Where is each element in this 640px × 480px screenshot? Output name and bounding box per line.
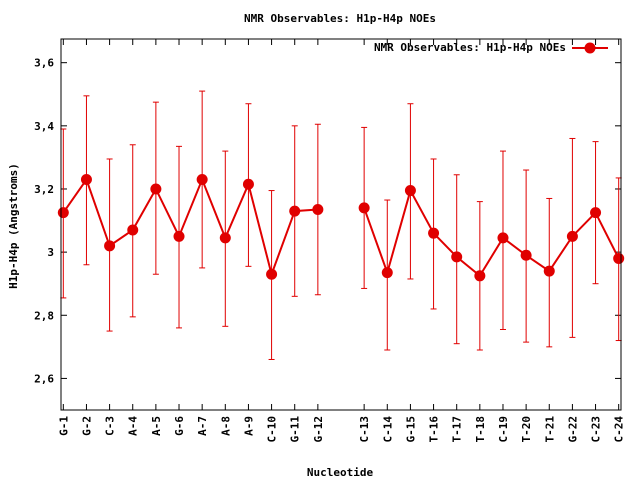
data-point-C-3: [104, 240, 116, 252]
data-point-A-4: [127, 224, 139, 236]
x-tick-label: C-10: [266, 416, 279, 443]
x-tick-label: T-21: [543, 416, 556, 443]
series-line-segment: [363, 187, 620, 278]
data-point-A-7: [196, 174, 208, 186]
data-point-C-10: [266, 268, 278, 280]
y-tick-label: 3,6: [34, 57, 54, 70]
legend: NMR Observables: H1p-H4p NOEs: [374, 41, 608, 54]
data-point-G-11: [289, 205, 301, 217]
x-tick-label: T-20: [520, 416, 533, 443]
data-point-T-20: [520, 249, 532, 261]
plot-frame: [60, 38, 622, 411]
x-tick-label: C-24: [613, 416, 626, 443]
data-point-T-17: [451, 251, 463, 263]
x-ticks: G-1 G-2 C-3 A-4 A-5 G-6 A-7 A-8 A-9 C-10 G-11 G-12 C…: [57, 39, 626, 443]
x-tick-label: A-7: [196, 416, 209, 436]
x-tick-label: C-3: [104, 416, 117, 436]
data-point-T-16: [428, 227, 440, 239]
x-tick-label: A-9: [242, 416, 255, 436]
data-point-A-8: [219, 232, 231, 244]
data-point-G-2: [80, 174, 92, 186]
data-point-C-24: [613, 252, 625, 264]
data-point-A-5: [150, 183, 162, 195]
y-tick-label: 2,8: [34, 309, 54, 322]
x-tick-label: A-4: [127, 416, 140, 436]
x-tick-label: T-16: [428, 416, 441, 443]
data-point-C-13: [358, 202, 370, 214]
legend-label: NMR Observables: H1p-H4p NOEs: [374, 41, 566, 54]
legend-marker: [584, 42, 596, 54]
x-tick-label: T-17: [451, 416, 464, 443]
data-point-A-9: [242, 178, 254, 190]
x-tick-label: C-19: [497, 416, 510, 443]
data-point-G-6: [173, 230, 185, 242]
data-point-G-12: [312, 204, 324, 216]
x-tick-label: G-12: [312, 416, 325, 443]
data-point-G-15: [404, 185, 416, 197]
x-axis-label: Nucleotide: [307, 466, 374, 479]
data-point-T-18: [474, 270, 486, 282]
y-tick-label: 2,6: [34, 372, 54, 385]
x-tick-label: A-5: [150, 416, 163, 436]
x-tick-label: G-11: [289, 416, 302, 443]
data-point-G-22: [566, 230, 578, 242]
x-tick-label: C-13: [358, 416, 371, 443]
y-tick-label: 3,2: [34, 183, 54, 196]
x-tick-label: G-6: [173, 416, 186, 436]
data-point-G-1: [57, 207, 69, 219]
x-tick-label: G-2: [80, 416, 93, 436]
series-line-segment: [62, 176, 318, 278]
x-tick-label: G-1: [57, 416, 70, 436]
y-ticks: 2,6 2,8 3 3,2 3,4 3,6: [34, 57, 621, 385]
x-tick-label: T-18: [474, 416, 487, 443]
data-point-T-21: [543, 265, 555, 277]
x-tick-label: G-15: [404, 416, 417, 443]
y-tick-label: 3,4: [34, 120, 54, 133]
data-points: [57, 174, 625, 282]
data-point-C-23: [590, 207, 602, 219]
x-tick-label: C-14: [381, 416, 394, 443]
y-axis-label: H1p-H4p (Angstroms): [7, 163, 20, 289]
x-tick-label: G-22: [566, 416, 579, 443]
y-tick-label: 3: [47, 246, 54, 259]
chart-title: NMR Observables: H1p-H4p NOEs: [244, 12, 436, 25]
series-lines: [62, 176, 620, 278]
x-tick-label: A-8: [219, 416, 232, 436]
x-tick-label: C-23: [590, 416, 603, 443]
data-point-C-19: [497, 232, 509, 244]
data-point-C-14: [381, 267, 393, 279]
